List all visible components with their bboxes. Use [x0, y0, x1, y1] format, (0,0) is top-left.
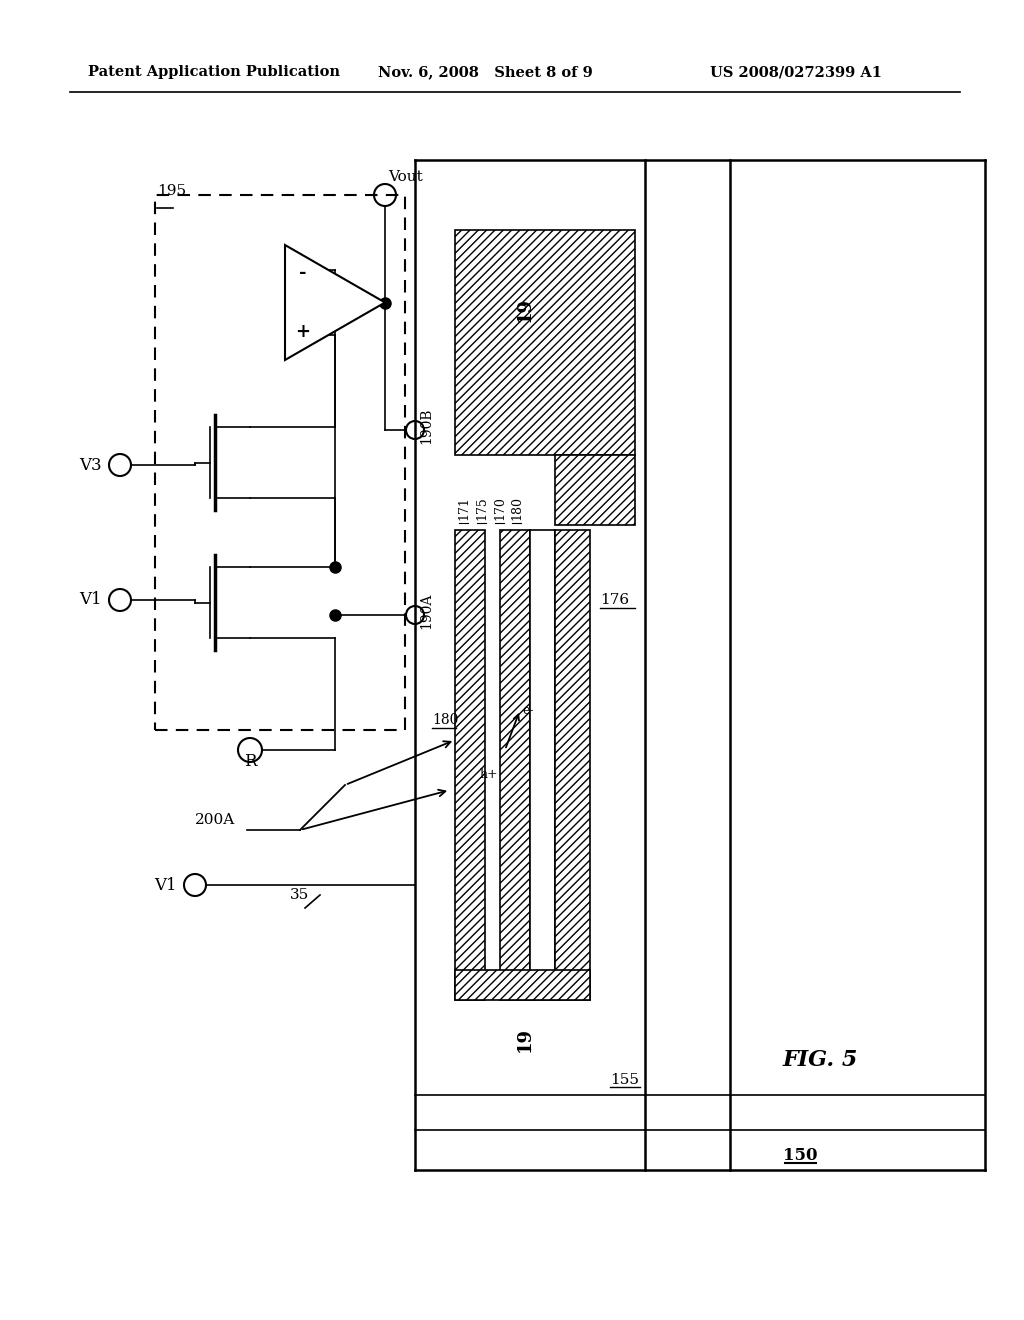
Text: US 2008/0272399 A1: US 2008/0272399 A1: [710, 65, 882, 79]
Text: FIG. 5: FIG. 5: [782, 1049, 858, 1071]
Text: 200A: 200A: [195, 813, 236, 828]
Text: 195: 195: [157, 183, 186, 198]
Bar: [455, 531, 485, 1001]
Text: 175: 175: [475, 496, 488, 520]
Text: 180: 180: [510, 496, 523, 520]
Text: V1: V1: [80, 591, 102, 609]
Text: -: -: [299, 264, 307, 282]
Text: Nov. 6, 2008   Sheet 8 of 9: Nov. 6, 2008 Sheet 8 of 9: [378, 65, 593, 79]
Bar: [555, 455, 635, 525]
Text: 155: 155: [610, 1073, 639, 1086]
Text: 150: 150: [782, 1147, 817, 1163]
Text: e-: e-: [522, 704, 534, 717]
Bar: [555, 531, 590, 1001]
Bar: [455, 230, 635, 455]
Text: Patent Application Publication: Patent Application Publication: [88, 65, 340, 79]
Text: 19: 19: [516, 297, 534, 322]
Text: 180: 180: [432, 713, 459, 727]
Bar: [530, 531, 555, 1001]
Text: 35: 35: [290, 888, 309, 902]
Text: V3: V3: [80, 457, 102, 474]
Text: 176: 176: [600, 593, 629, 607]
Bar: [500, 531, 530, 1001]
Text: 171: 171: [457, 496, 470, 520]
Polygon shape: [285, 246, 385, 360]
Text: h+: h+: [480, 768, 499, 781]
Bar: [155, 195, 406, 730]
Text: 190A: 190A: [419, 593, 433, 630]
Text: Vout: Vout: [388, 170, 423, 183]
Text: V1: V1: [155, 876, 177, 894]
Text: 170: 170: [493, 496, 506, 520]
Text: R: R: [244, 752, 256, 770]
Bar: [455, 970, 590, 1001]
Text: 19: 19: [516, 1027, 534, 1052]
Text: +: +: [296, 323, 310, 341]
Text: 190B: 190B: [419, 408, 433, 445]
